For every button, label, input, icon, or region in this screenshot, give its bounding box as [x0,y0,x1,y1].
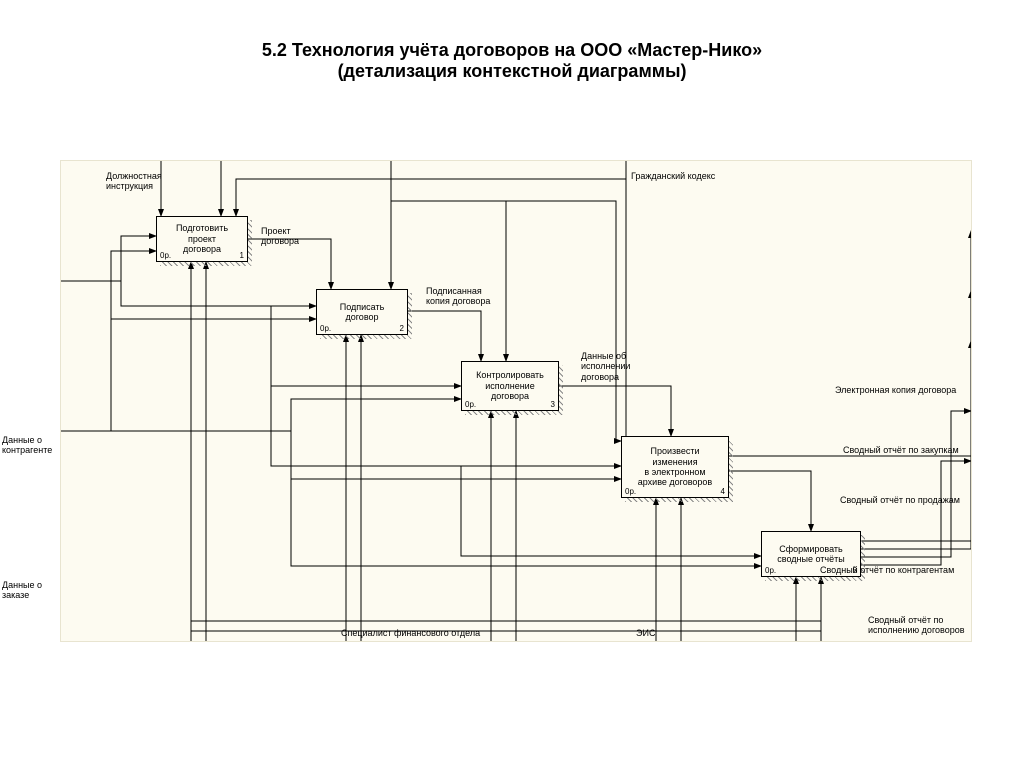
flow-arrow [111,399,461,431]
flow-arrow [61,236,156,281]
node-number: 3 [551,400,555,409]
flow-label: Специалист финансового отдела [341,628,480,638]
flow-label: ЭИС [636,628,655,638]
flow-arrow [729,471,811,531]
flow-arrow [408,311,481,361]
output-label: Сводный отчёт по закупкам [843,445,959,455]
flow-arrow [121,281,316,306]
node-cost: 0р. [765,566,776,575]
activity-label: Сформироватьсводные отчёты [777,544,844,565]
activity-label: Произвестиизмененияв электронномархиве д… [638,446,712,487]
node-cost: 0р. [320,324,331,333]
flow-arrow [729,231,971,456]
output-label: Сводный отчёт по продажам [840,495,960,505]
flow-arrow [861,411,971,557]
activity-label: Подписатьдоговор [340,302,385,323]
node-cost: 0р. [465,400,476,409]
node-number: 1 [240,251,244,260]
output-label: Сводный отчёт по контрагентам [820,565,954,575]
node-cost: 0р. [160,251,171,260]
input-label: Данные озаказе [2,580,42,601]
flow-label: Должностнаяинструкция [106,171,162,192]
flow-label: Проектдоговора [261,226,299,247]
output-label: Электронная копия договора [835,385,956,395]
title-line-1: 5.2 Технология учёта договоров на ООО «М… [0,40,1024,61]
flow-label: Данные обисполнениидоговора [581,351,630,382]
node-number: 4 [721,487,725,496]
flow-arrow [236,161,626,216]
activity-node-1: Подготовитьпроектдоговора 0р. 1 [156,216,248,262]
flow-arrow [621,179,626,441]
activity-node-2: Подписатьдоговор 0р. 2 [316,289,408,335]
flow-arrow [559,386,671,436]
activity-node-3: Контролироватьисполнениедоговора0р. 3 [461,361,559,411]
flow-label: Гражданский кодекс [631,171,715,181]
output-label: Сводный отчёт поисполнению договоров [868,615,965,636]
node-cost: 0р. [625,487,636,496]
activity-label: Подготовитьпроектдоговора [176,223,228,254]
flow-label: Подписаннаякопия договора [426,286,490,307]
node-number: 2 [400,324,404,333]
title-line-2: (детализация контекстной диаграммы) [0,61,1024,82]
flow-arrow [271,386,621,466]
flow-arrow [111,319,316,431]
input-label: Данные оконтрагенте [2,435,52,456]
flow-arrow [61,251,156,431]
flow-arrow [291,431,621,479]
activity-node-4: Произвестиизмененияв электронномархиве д… [621,436,729,498]
activity-label: Контролироватьисполнениедоговора [476,370,544,401]
